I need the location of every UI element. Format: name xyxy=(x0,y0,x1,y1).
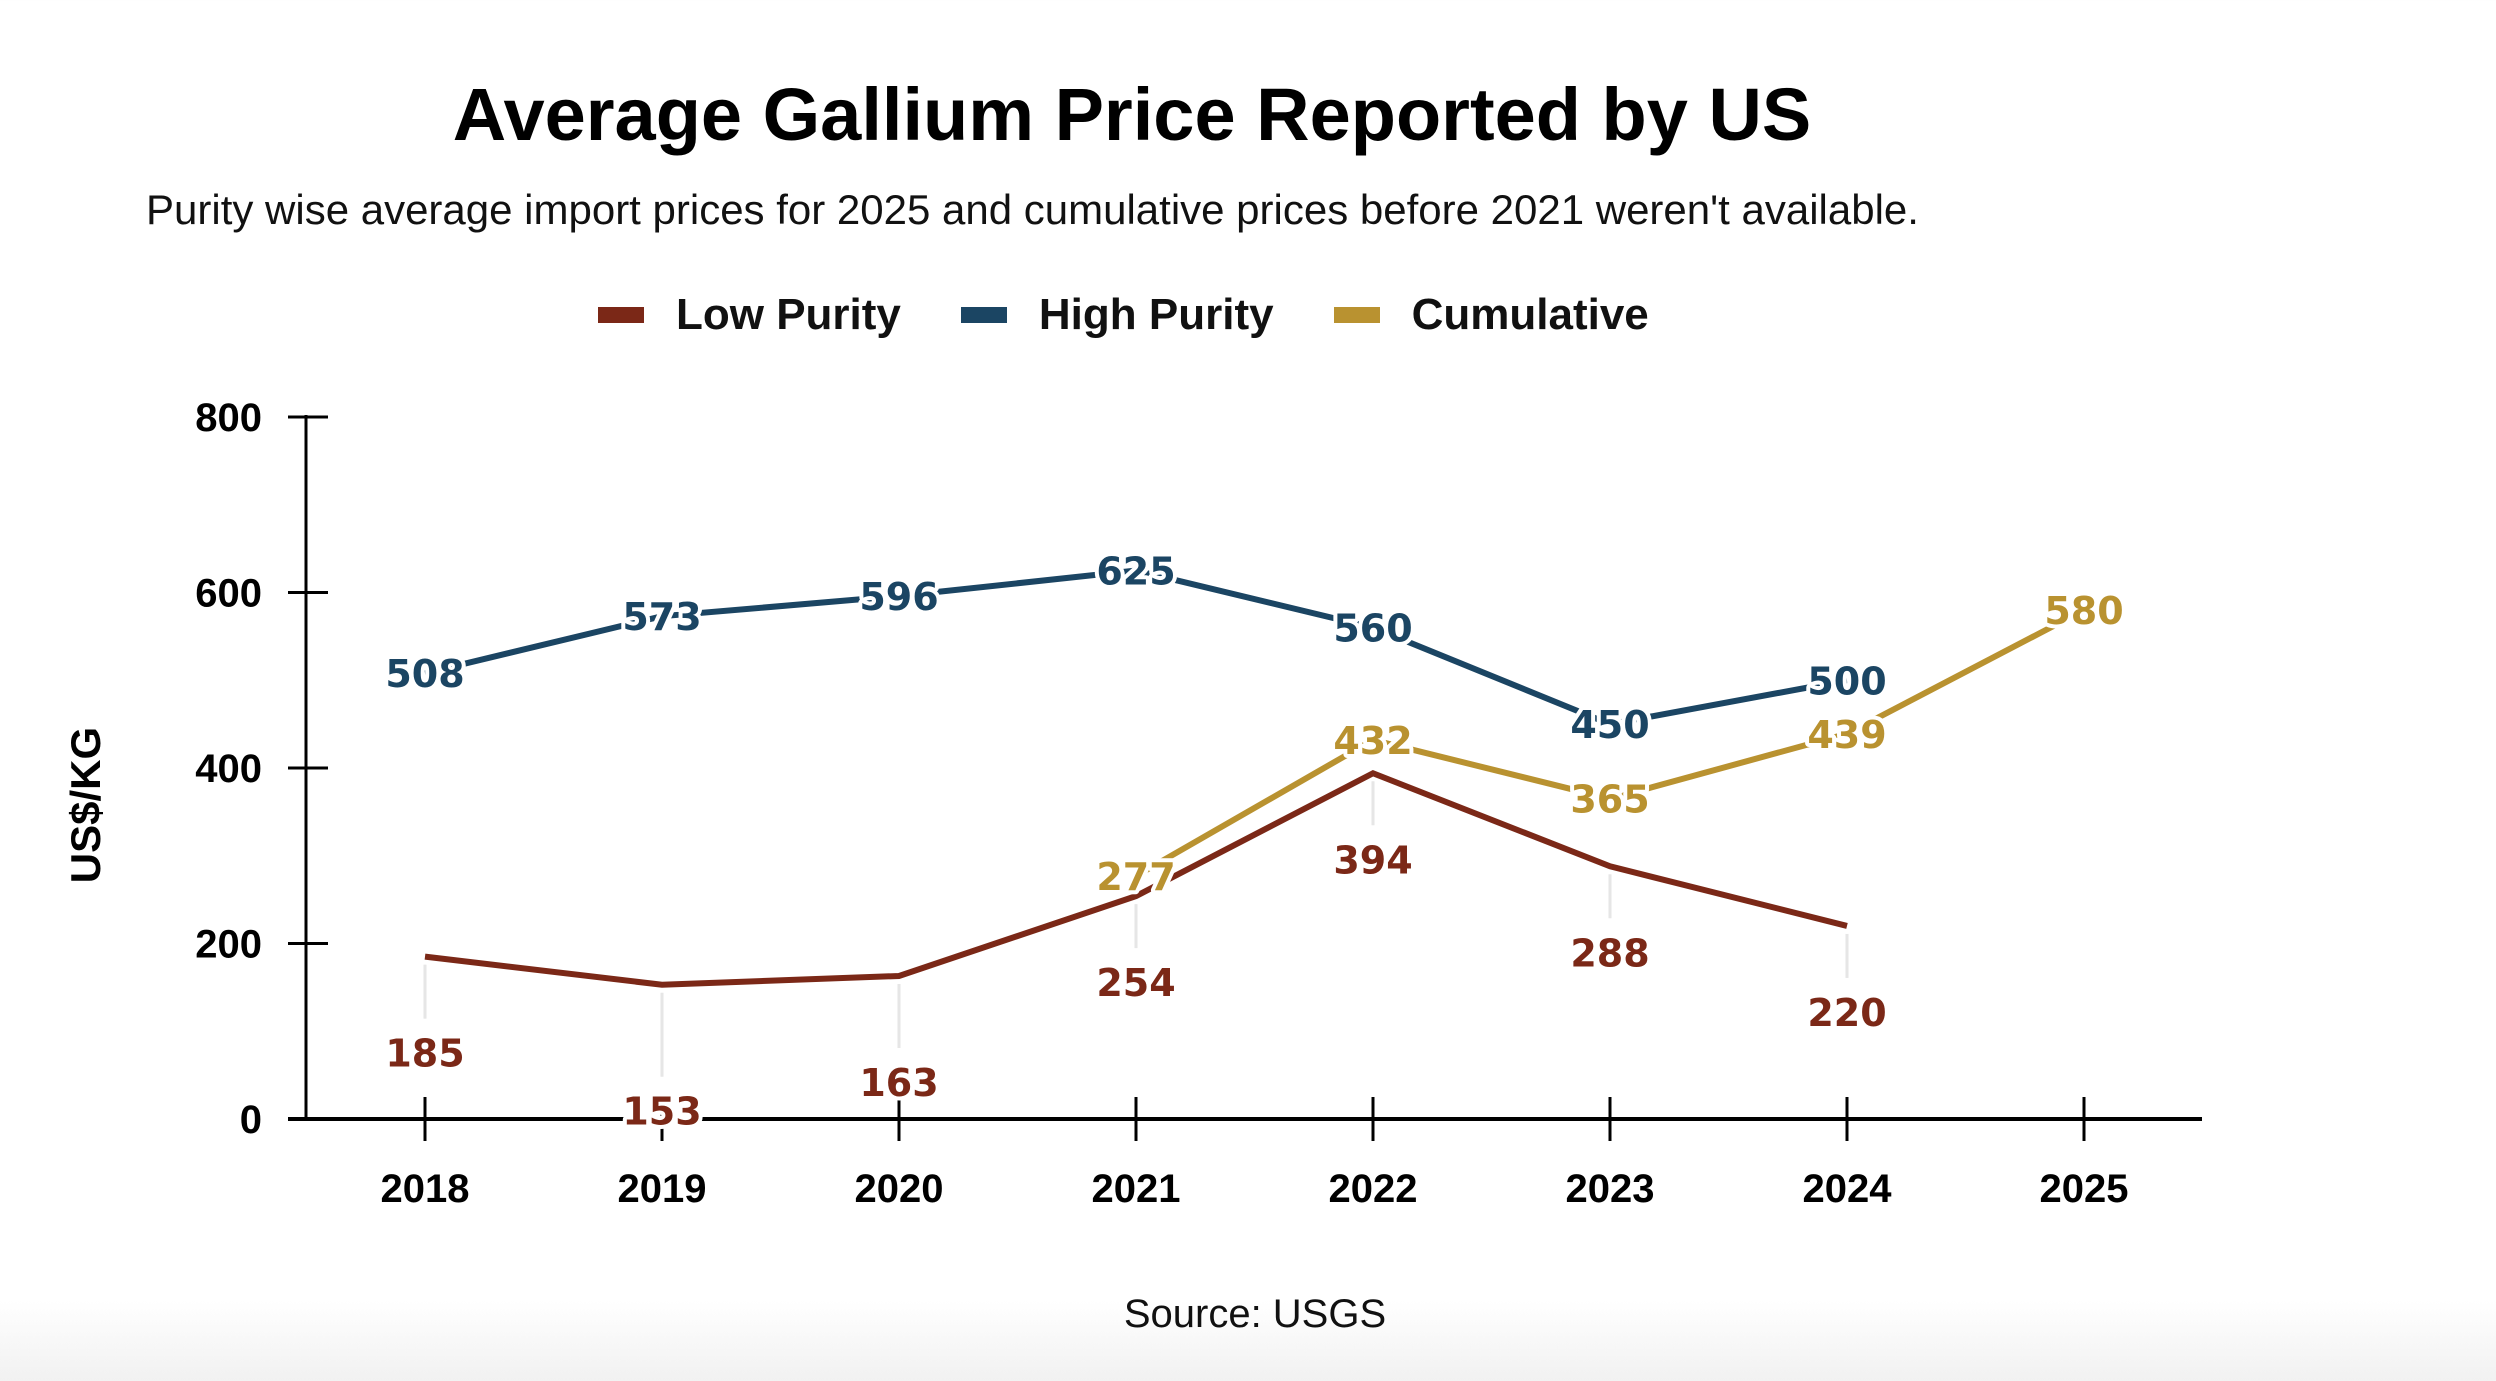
data-label: 625 xyxy=(1096,550,1175,594)
data-label: 580 xyxy=(2044,589,2123,633)
data-label: 277 xyxy=(1096,855,1175,899)
series-line-cumulative xyxy=(1134,607,2086,879)
data-label: 220 xyxy=(1807,991,1886,1035)
legend: Low Purity High Purity Cumulative xyxy=(598,290,1709,340)
x-tick-label: 2019 xyxy=(618,1167,707,1211)
legend-swatch-cumulative xyxy=(1333,307,1380,323)
x-tick-label: 2023 xyxy=(1566,1167,1655,1211)
legend-swatch-low-purity xyxy=(598,307,644,323)
chart-subtitle: Purity wise average import prices for 20… xyxy=(146,186,1919,233)
data-label: 163 xyxy=(859,1061,938,1105)
data-label: 439 xyxy=(1807,713,1886,757)
legend-item-cumulative[interactable]: Cumulative xyxy=(1333,290,1649,340)
data-label: 288 xyxy=(1570,931,1649,975)
x-tick-label: 2025 xyxy=(2040,1167,2129,1211)
y-tick-label: 400 xyxy=(195,747,262,791)
data-label: 508 xyxy=(385,652,464,696)
x-tick-label: 2022 xyxy=(1329,1167,1418,1211)
legend-label-cumulative: Cumulative xyxy=(1411,290,1649,339)
series-line-low-purity xyxy=(424,769,1848,988)
y-tick-label: 800 xyxy=(195,396,262,440)
data-label: 573 xyxy=(622,595,701,639)
x-tick-label: 2021 xyxy=(1092,1167,1181,1211)
y-tick-label: 0 xyxy=(240,1098,262,1142)
data-label: 450 xyxy=(1570,703,1649,747)
legend-item-low-purity[interactable]: Low Purity xyxy=(598,290,901,340)
data-label: 432 xyxy=(1333,719,1412,763)
legend-item-high-purity[interactable]: High Purity xyxy=(960,290,1274,340)
data-label: 254 xyxy=(1096,961,1175,1005)
data-label: 153 xyxy=(622,1090,701,1134)
x-tick-label: 2024 xyxy=(1803,1167,1893,1211)
data-label: 596 xyxy=(859,575,938,619)
legend-swatch-high-purity xyxy=(960,307,1007,323)
y-tick-label: 200 xyxy=(195,923,262,967)
data-label: 560 xyxy=(1333,607,1412,651)
series-line-high-purity xyxy=(424,567,1848,728)
y-tick-label: 600 xyxy=(195,572,262,616)
x-tick-label: 2020 xyxy=(855,1167,944,1211)
y-axis-title: US$/KG xyxy=(62,727,109,883)
legend-label-low-purity: Low Purity xyxy=(676,290,901,339)
chart-title: Average Gallium Price Reported by US xyxy=(452,73,1812,156)
data-label: 185 xyxy=(385,1032,464,1076)
legend-label-high-purity: High Purity xyxy=(1038,290,1274,339)
source-note: Source: USGS xyxy=(1123,1292,1387,1336)
data-label: 394 xyxy=(1333,838,1412,882)
data-label: 365 xyxy=(1570,778,1649,822)
data-label: 500 xyxy=(1807,659,1886,703)
x-tick-label: 2018 xyxy=(381,1167,470,1211)
